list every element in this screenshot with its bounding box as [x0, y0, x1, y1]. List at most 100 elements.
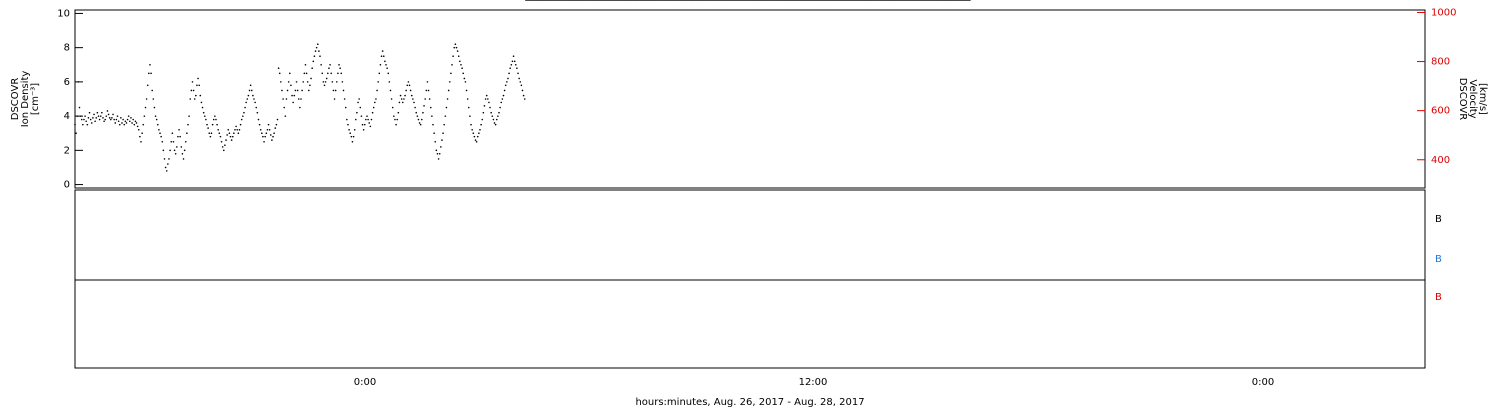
density-point [283, 106, 286, 109]
density-point [351, 140, 354, 143]
density-point [476, 135, 479, 138]
density-point [312, 60, 315, 63]
density-point [475, 140, 478, 143]
density-point [244, 106, 246, 109]
density-point [107, 113, 110, 116]
density-point [497, 115, 499, 117]
density-point [271, 139, 273, 141]
density-point [451, 63, 453, 66]
density-point [269, 134, 272, 136]
density-point [436, 152, 439, 155]
density-point [329, 63, 331, 66]
density-point [96, 111, 99, 114]
density-point [102, 117, 104, 119]
density-point [248, 89, 251, 92]
density-point [374, 101, 376, 104]
density-point [122, 118, 124, 121]
density-point [309, 84, 311, 87]
density-point [331, 81, 334, 83]
density-point [89, 118, 92, 121]
density-point [208, 132, 211, 135]
density-point [103, 120, 105, 123]
density-point [318, 50, 320, 52]
density-point [322, 81, 325, 83]
density-point [352, 135, 355, 138]
left-tick-label: 8 [64, 43, 70, 54]
density-point [267, 123, 270, 126]
density-point [84, 115, 86, 117]
density-point [264, 135, 266, 138]
density-point [432, 123, 434, 126]
right-axis-label: Velocity [1467, 79, 1478, 118]
density-point [191, 81, 194, 83]
density-point [245, 101, 247, 104]
density-point [511, 60, 514, 63]
density-point [250, 89, 253, 92]
density-point [409, 89, 412, 92]
density-point [127, 115, 130, 117]
density-point [492, 118, 495, 121]
density-point [90, 122, 93, 124]
density-point [181, 152, 184, 155]
density-point [495, 118, 498, 121]
density-point [105, 115, 108, 117]
density-point [324, 81, 327, 83]
density-point [509, 67, 511, 69]
left-tick-label: 6 [64, 77, 70, 88]
density-point [286, 89, 289, 92]
right-tick-label: 800 [1431, 57, 1450, 68]
density-point [504, 84, 507, 87]
density-point [416, 115, 419, 117]
legend-bx: B [1435, 214, 1442, 225]
density-point [243, 111, 245, 114]
density-point [500, 101, 503, 104]
density-point [80, 118, 83, 121]
density-point [490, 111, 492, 114]
density-point [349, 132, 352, 135]
density-point [397, 111, 400, 114]
density-point [93, 113, 95, 116]
density-point [192, 89, 195, 92]
density-point [193, 98, 196, 100]
density-point [300, 98, 302, 100]
density-point [365, 118, 367, 121]
density-point [406, 84, 409, 87]
density-point [316, 43, 319, 46]
density-point [350, 135, 353, 138]
density-point [418, 122, 421, 124]
density-point [346, 118, 348, 121]
density-point [222, 149, 225, 152]
density-point [151, 89, 153, 92]
density-point [110, 118, 112, 121]
density-point [338, 63, 340, 66]
density-point [514, 63, 517, 66]
density-point [378, 72, 381, 75]
density-point [233, 132, 235, 135]
density-point [229, 135, 232, 138]
density-point [277, 67, 280, 69]
density-point [104, 118, 107, 121]
density-point [173, 149, 176, 152]
density-point [268, 129, 271, 131]
density-point [431, 115, 433, 117]
legend-by: B [1435, 254, 1442, 265]
density-point [189, 98, 192, 100]
density-point [101, 111, 103, 114]
density-point [313, 55, 316, 58]
density-point [167, 163, 169, 165]
density-point [88, 111, 91, 114]
density-point [182, 158, 185, 160]
density-point [503, 89, 506, 92]
density-point [358, 98, 360, 100]
density-point [130, 117, 132, 119]
density-point [252, 94, 254, 97]
density-point [75, 132, 77, 135]
density-point [461, 67, 463, 69]
density-point [341, 81, 344, 83]
density-point [347, 123, 349, 126]
density-point [206, 123, 208, 126]
density-point [385, 63, 387, 66]
density-point [390, 98, 393, 100]
density-point [140, 140, 142, 143]
density-point [249, 84, 252, 87]
